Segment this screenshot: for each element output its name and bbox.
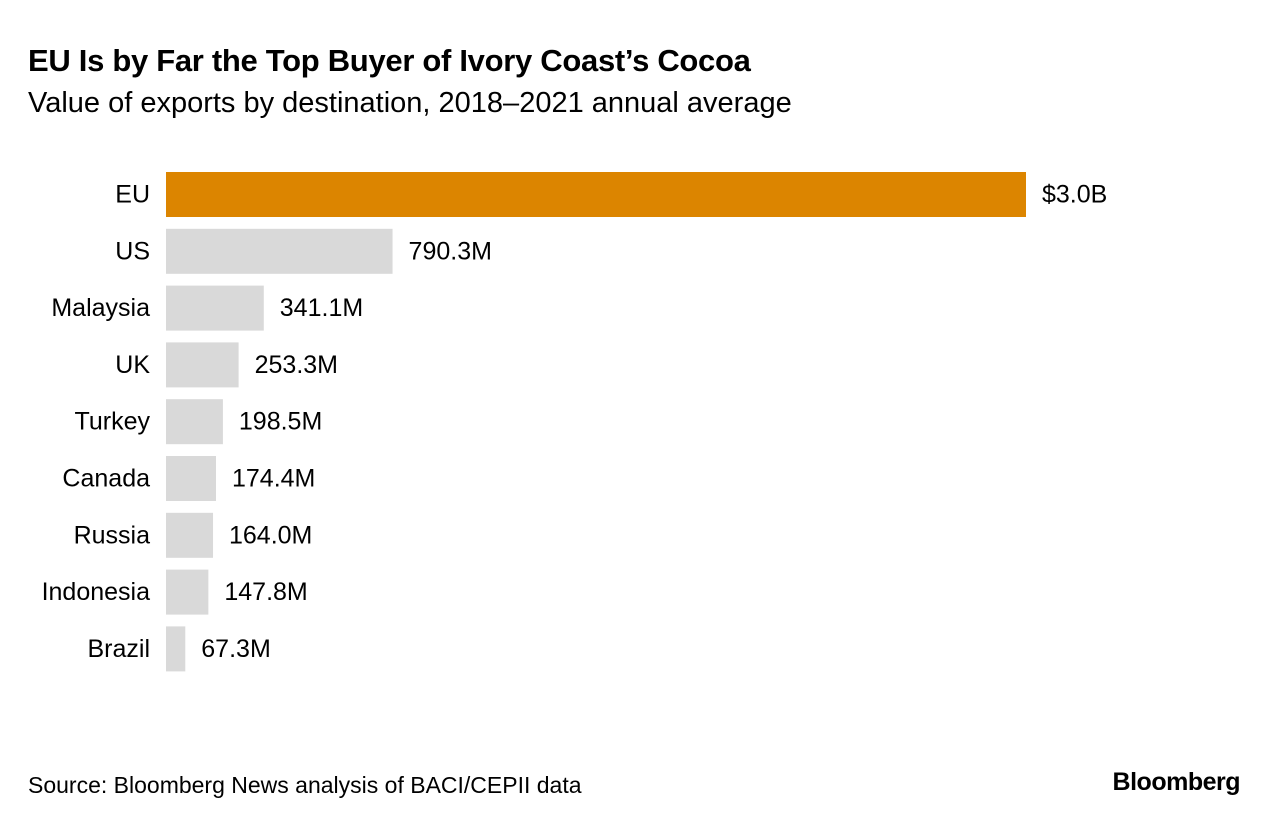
bloomberg-logo: Bloomberg: [1112, 768, 1241, 796]
bar-turkey: [166, 399, 223, 445]
data-label: 164.0M: [229, 521, 312, 549]
category-label: Turkey: [75, 408, 151, 436]
bar-brazil: [166, 626, 186, 672]
bar-chart: EU $3.0B US 790.3M Malaysia 341.1M UK 253.3M Tur…: [42, 172, 1107, 672]
data-label: 198.5M: [239, 408, 322, 436]
category-label: Russia: [74, 521, 151, 549]
data-label: 174.4M: [232, 465, 315, 493]
source-note: Source: Bloomberg News analysis of BACI/…: [28, 772, 582, 798]
category-label: Brazil: [87, 635, 150, 663]
bar-malaysia: [166, 285, 264, 331]
category-label: Malaysia: [51, 294, 150, 322]
category-label: Canada: [62, 465, 150, 493]
data-label: 790.3M: [409, 237, 492, 265]
bar-canada: [166, 456, 216, 501]
data-label: 253.3M: [255, 351, 338, 379]
chart-title: EU Is by Far the Top Buyer of Ivory Coas…: [28, 43, 751, 78]
bar-indonesia: [166, 569, 209, 615]
bar-uk: [166, 342, 239, 388]
chart-subtitle: Value of exports by destination, 2018–20…: [28, 87, 792, 119]
category-label: EU: [115, 181, 150, 209]
bar-us: [166, 228, 393, 274]
bar-eu: [166, 172, 1026, 217]
category-label: US: [115, 237, 150, 265]
category-label: UK: [115, 351, 150, 379]
bar-russia: [166, 512, 214, 558]
data-label: $3.0B: [1042, 181, 1107, 209]
data-label: 341.1M: [280, 294, 363, 322]
data-label: 147.8M: [224, 578, 307, 606]
data-label: 67.3M: [201, 635, 270, 663]
category-label: Indonesia: [42, 578, 151, 606]
